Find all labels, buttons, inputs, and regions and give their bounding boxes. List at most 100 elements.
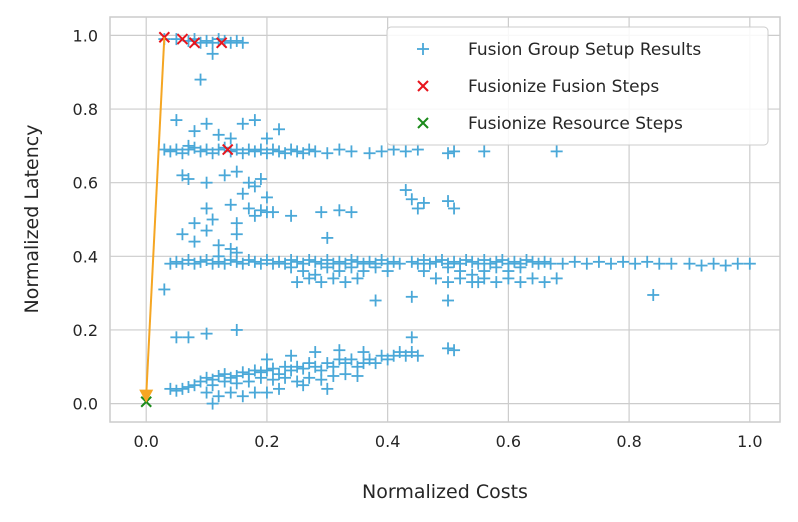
plus-marker bbox=[303, 371, 316, 384]
plus-marker bbox=[212, 239, 225, 252]
plus-marker bbox=[242, 254, 255, 266]
plus-marker bbox=[339, 357, 352, 370]
legend-item: Fusion Group Setup Results bbox=[417, 40, 701, 60]
plus-marker bbox=[164, 257, 177, 270]
plus-marker bbox=[260, 386, 273, 399]
plus-marker bbox=[442, 261, 455, 274]
plus-marker bbox=[526, 272, 539, 285]
plus-marker bbox=[309, 346, 322, 359]
plus-marker bbox=[182, 254, 195, 266]
x-marker bbox=[417, 80, 429, 92]
path-arrowhead bbox=[139, 389, 154, 403]
plus-marker bbox=[248, 114, 261, 127]
plus-marker bbox=[369, 357, 382, 370]
plus-marker bbox=[291, 276, 304, 289]
plus-marker bbox=[442, 147, 455, 160]
plus-marker bbox=[248, 145, 261, 158]
plus-marker bbox=[327, 272, 340, 285]
plus-marker bbox=[442, 276, 455, 289]
plus-marker bbox=[411, 143, 424, 156]
y-tick-labels: 0.0 0.2 0.4 0.6 0.8 1.0 bbox=[73, 26, 98, 413]
plus-marker bbox=[273, 368, 286, 381]
plus-marker bbox=[182, 381, 195, 394]
plus-marker bbox=[417, 43, 429, 55]
plus-marker bbox=[435, 254, 448, 266]
plus-marker bbox=[224, 254, 237, 266]
plus-marker bbox=[387, 143, 400, 156]
plus-marker bbox=[164, 145, 177, 158]
plus-marker bbox=[381, 265, 394, 278]
plus-marker bbox=[188, 257, 201, 270]
plus-marker bbox=[538, 276, 551, 289]
plus-marker bbox=[363, 147, 376, 160]
plus-marker bbox=[472, 257, 485, 270]
plus-marker bbox=[532, 257, 545, 270]
plus-marker bbox=[345, 261, 358, 274]
plus-marker bbox=[297, 147, 310, 160]
plus-marker bbox=[212, 250, 225, 263]
plus-marker bbox=[285, 143, 298, 156]
y-tick-label: 0.8 bbox=[73, 100, 98, 119]
plus-marker bbox=[200, 117, 213, 130]
plus-marker bbox=[478, 272, 491, 285]
plus-marker bbox=[194, 36, 207, 49]
plus-marker bbox=[212, 369, 225, 382]
plus-marker bbox=[158, 283, 171, 296]
plus-marker bbox=[333, 265, 346, 278]
x-marker bbox=[176, 33, 189, 45]
plus-marker bbox=[405, 290, 418, 303]
plus-marker bbox=[381, 353, 394, 366]
plus-marker bbox=[514, 261, 527, 274]
plus-marker bbox=[448, 344, 461, 357]
plus-marker bbox=[206, 147, 219, 160]
y-tick-label: 1.0 bbox=[73, 26, 98, 45]
plus-marker bbox=[218, 169, 231, 182]
plus-marker bbox=[194, 255, 207, 268]
plus-marker bbox=[260, 147, 273, 160]
x-tick-label: 0.2 bbox=[254, 432, 279, 451]
plus-marker bbox=[242, 202, 255, 215]
plus-marker bbox=[490, 261, 503, 274]
plus-marker bbox=[194, 73, 207, 86]
x-tick-label: 1.0 bbox=[737, 432, 762, 451]
plus-marker bbox=[176, 257, 189, 270]
plus-marker bbox=[315, 257, 328, 270]
plus-marker bbox=[230, 228, 243, 241]
plus-marker bbox=[550, 272, 563, 285]
plus-marker bbox=[200, 327, 213, 340]
plus-marker bbox=[442, 342, 455, 355]
plus-marker bbox=[484, 257, 497, 270]
plus-marker bbox=[260, 191, 273, 204]
plus-marker bbox=[629, 257, 642, 270]
plus-marker bbox=[236, 36, 249, 49]
plus-marker bbox=[242, 143, 255, 156]
plus-marker bbox=[273, 382, 286, 395]
plus-marker bbox=[200, 224, 213, 237]
plus-marker bbox=[200, 34, 213, 47]
plus-marker bbox=[297, 379, 310, 392]
plus-marker bbox=[357, 357, 370, 370]
plus-marker bbox=[472, 276, 485, 289]
plus-marker bbox=[707, 257, 720, 270]
plus-marker bbox=[260, 364, 273, 377]
plus-marker bbox=[309, 360, 322, 373]
plus-marker bbox=[170, 331, 183, 344]
plus-marker bbox=[206, 257, 219, 270]
plus-marker bbox=[279, 360, 292, 373]
plus-marker bbox=[303, 272, 316, 285]
plus-marker bbox=[520, 254, 533, 266]
legend: Fusion Group Setup Results Fusionize Fusi… bbox=[386, 26, 769, 146]
plus-marker bbox=[538, 255, 551, 268]
plus-marker bbox=[206, 47, 219, 60]
plus-marker bbox=[236, 117, 249, 130]
plus-marker bbox=[393, 346, 406, 359]
plus-marker bbox=[442, 195, 455, 208]
plus-marker bbox=[345, 353, 358, 366]
plus-marker bbox=[321, 357, 334, 370]
plus-marker bbox=[182, 331, 195, 344]
plus-marker bbox=[321, 261, 334, 274]
legend-item: Fusionize Fusion Steps bbox=[417, 77, 659, 97]
x-marker bbox=[188, 37, 201, 49]
plus-marker bbox=[393, 257, 406, 270]
